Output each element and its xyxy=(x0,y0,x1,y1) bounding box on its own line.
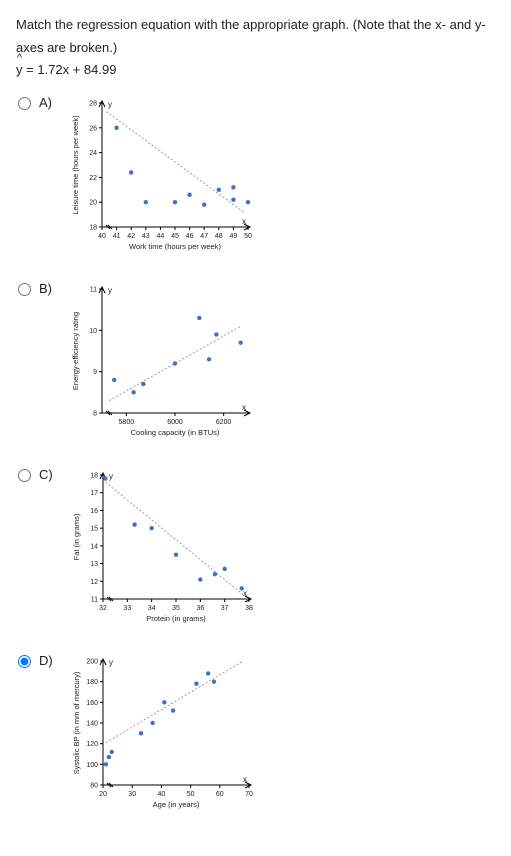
svg-text:35: 35 xyxy=(172,605,180,612)
svg-text:Systolic BP (in mm of mercury): Systolic BP (in mm of mercury) xyxy=(72,671,81,774)
svg-text:y: y xyxy=(109,472,113,481)
svg-text:20: 20 xyxy=(89,199,97,206)
radio-d[interactable] xyxy=(18,655,31,668)
svg-text:Age (in years): Age (in years) xyxy=(152,800,199,809)
svg-text:24: 24 xyxy=(89,150,97,157)
svg-text:15: 15 xyxy=(90,525,98,532)
svg-text:60: 60 xyxy=(216,791,224,798)
svg-text:42: 42 xyxy=(127,233,135,240)
svg-text:18: 18 xyxy=(89,224,97,231)
svg-text:33: 33 xyxy=(123,605,131,612)
svg-text:14: 14 xyxy=(90,543,98,550)
svg-text:5800: 5800 xyxy=(119,419,135,426)
equation-rhs: = 1.72x + 84.99 xyxy=(23,62,117,77)
svg-text:9: 9 xyxy=(93,369,97,376)
svg-text:Work time (hours per week): Work time (hours per week) xyxy=(129,242,221,251)
svg-text:100: 100 xyxy=(86,762,98,769)
svg-text:200: 200 xyxy=(86,658,98,665)
svg-text:50: 50 xyxy=(186,791,194,798)
prompt-line-1: Match the regression equation with the a… xyxy=(16,16,495,35)
svg-text:160: 160 xyxy=(86,700,98,707)
svg-text:40: 40 xyxy=(98,233,106,240)
svg-text:50: 50 xyxy=(244,233,252,240)
chart-c: y x 32 33 34 35 36 37 38 11 12 13 14 15 16 17 18 Protein … xyxy=(67,467,257,627)
radio-b[interactable] xyxy=(18,283,31,296)
radio-a[interactable] xyxy=(18,97,31,110)
svg-text:Protein (in grams): Protein (in grams) xyxy=(146,614,206,623)
svg-text:Fat (in grams): Fat (in grams) xyxy=(72,513,81,560)
svg-text:x: x xyxy=(242,403,246,412)
svg-text:34: 34 xyxy=(147,605,155,612)
chart-d: y x 20 30 40 50 60 70 80 100 120 140 160 180 200 Age (i… xyxy=(67,653,257,813)
svg-text:30: 30 xyxy=(128,791,136,798)
svg-text:18: 18 xyxy=(90,472,98,479)
label-c: C) xyxy=(39,467,53,482)
svg-text:6200: 6200 xyxy=(216,419,232,426)
svg-text:49: 49 xyxy=(230,233,238,240)
svg-text:120: 120 xyxy=(86,741,98,748)
svg-text:46: 46 xyxy=(186,233,194,240)
svg-text:20: 20 xyxy=(99,791,107,798)
prompt-line-2: axes are broken.) xyxy=(16,39,495,58)
choice-b[interactable]: B) y x 5800 6000 6200 8 9 10 11 Cooling capacity … xyxy=(16,281,495,441)
svg-text:37: 37 xyxy=(220,605,228,612)
svg-text:43: 43 xyxy=(142,233,150,240)
svg-text:Cooling capacity (in BTUs): Cooling capacity (in BTUs) xyxy=(131,428,220,437)
svg-text:x: x xyxy=(242,217,246,226)
label-d: D) xyxy=(39,653,53,668)
svg-text:40: 40 xyxy=(157,791,165,798)
svg-text:17: 17 xyxy=(90,490,98,497)
chart-a: y x 40 41 42 43 44 45 46 47 48 49 50 18 20 22 24 26 28 Work… xyxy=(66,95,256,255)
svg-text:y: y xyxy=(108,100,112,109)
svg-text:y: y xyxy=(109,658,113,667)
svg-text:140: 140 xyxy=(86,720,98,727)
svg-text:y: y xyxy=(108,286,112,295)
svg-text:8: 8 xyxy=(93,410,97,417)
label-a: A) xyxy=(39,95,52,110)
svg-text:22: 22 xyxy=(89,175,97,182)
svg-text:11: 11 xyxy=(90,286,97,293)
chart-b: y x 5800 6000 6200 8 9 10 11 Cooling capacity (in… xyxy=(66,281,256,441)
svg-text:x: x xyxy=(243,775,247,784)
svg-text:10: 10 xyxy=(89,328,97,335)
choice-a[interactable]: A) y x 40 41 42 43 44 45 46 47 48 49 50 18 20 22 24 26 28 W… xyxy=(16,95,495,255)
svg-text:38: 38 xyxy=(245,605,253,612)
equation: y = 1.72x + 84.99 xyxy=(16,62,495,77)
svg-text:80: 80 xyxy=(90,782,98,789)
svg-text:28: 28 xyxy=(89,100,97,107)
svg-text:32: 32 xyxy=(99,605,107,612)
choice-d[interactable]: D) y x 20 30 40 50 60 70 80 100 120 140 160 180 200 Age… xyxy=(16,653,495,813)
svg-text:47: 47 xyxy=(200,233,208,240)
svg-text:45: 45 xyxy=(171,233,179,240)
svg-text:26: 26 xyxy=(89,125,97,132)
svg-text:16: 16 xyxy=(90,508,98,515)
svg-text:70: 70 xyxy=(245,791,253,798)
label-b: B) xyxy=(39,281,52,296)
svg-text:6000: 6000 xyxy=(167,419,183,426)
svg-text:36: 36 xyxy=(196,605,204,612)
svg-text:12: 12 xyxy=(90,578,98,585)
svg-text:48: 48 xyxy=(215,233,223,240)
svg-text:180: 180 xyxy=(86,679,98,686)
radio-c[interactable] xyxy=(18,469,31,482)
svg-text:Energy-efficiency rating: Energy-efficiency rating xyxy=(71,312,80,390)
svg-text:11: 11 xyxy=(90,596,97,603)
svg-text:13: 13 xyxy=(90,561,98,568)
svg-text:44: 44 xyxy=(157,233,165,240)
svg-text:41: 41 xyxy=(113,233,121,240)
svg-text:Leisure time (hours per week): Leisure time (hours per week) xyxy=(71,115,80,215)
svg-text:x: x xyxy=(243,589,247,598)
choice-c[interactable]: C) y x 32 33 34 35 36 37 38 11 12 13 14 15 16 17 18 Prote… xyxy=(16,467,495,627)
yhat: y xyxy=(16,62,23,77)
